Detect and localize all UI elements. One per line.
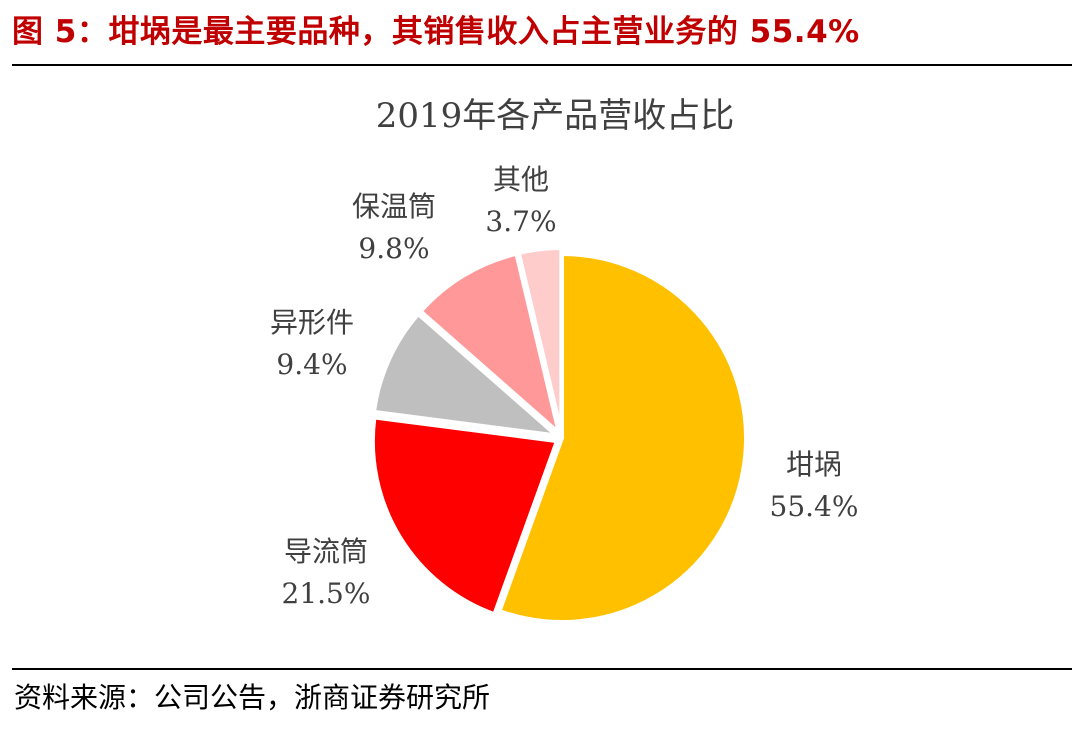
pie-slice-5 (516, 246, 564, 435)
slice-label-value-1: 55.4% (770, 490, 859, 523)
slice-label-value-5: 3.7% (485, 205, 556, 238)
slice-label-name-1: 坩埚 (786, 448, 842, 481)
pie-chart: 2019年各产品营收占比 坩埚 55.4% 导流筒 21.5% 异形件 9.4% 保温筒 9.… (270, 96, 858, 624)
pie-slices (370, 246, 748, 624)
slice-label-name-3: 异形件 (270, 306, 354, 339)
slice-label-name-2: 导流筒 (284, 535, 368, 568)
pie-slice-1 (497, 252, 748, 624)
pie-slice-2 (370, 415, 559, 617)
source-note: 资料来源：公司公告，浙商证券研究所 (14, 681, 491, 714)
top-rule (12, 64, 1072, 66)
pie-slice-4 (418, 251, 561, 435)
pie-slice-3 (372, 312, 559, 438)
slice-label-value-2: 21.5% (282, 577, 371, 610)
figure-title: 图 5：坩埚是最主要品种，其销售收入占主营业务的 55.4% (12, 14, 860, 50)
bottom-rule (12, 668, 1072, 670)
slice-label-value-4: 9.8% (358, 232, 429, 265)
slice-label-name-4: 保温筒 (352, 190, 436, 223)
slice-label-value-3: 9.4% (276, 348, 347, 381)
slice-label-name-5: 其他 (493, 163, 549, 196)
chart-title: 2019年各产品营收占比 (376, 96, 735, 136)
pie-labels: 坩埚 55.4% 导流筒 21.5% 异形件 9.4% 保温筒 9.8% 其他 3.7% (270, 163, 858, 610)
